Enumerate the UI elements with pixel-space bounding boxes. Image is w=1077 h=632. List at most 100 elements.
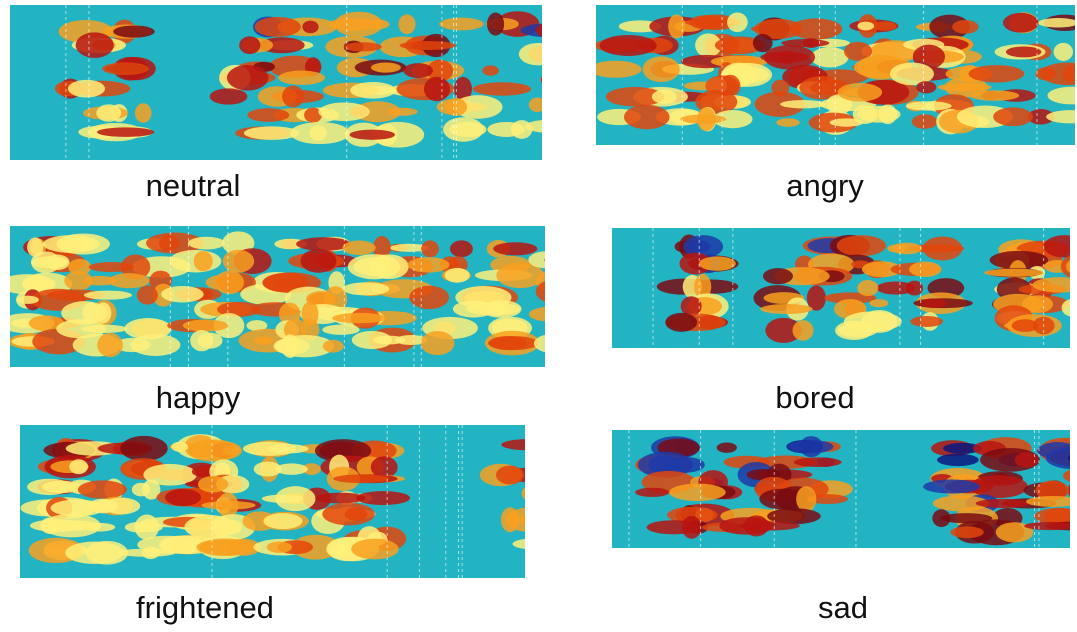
- spectrogram-blob: [190, 330, 213, 351]
- spectrogram-blob: [333, 474, 389, 483]
- spectrogram-blob: [282, 86, 304, 108]
- spectrogram-blob: [581, 238, 598, 262]
- spectrogram-blob: [529, 307, 574, 322]
- spectrogram-blob: [573, 534, 591, 554]
- spectrogram-blob: [528, 251, 565, 268]
- spectrogram-blob: [135, 103, 152, 123]
- spectrogram-blob: [778, 51, 795, 64]
- spectrogram-blob: [97, 127, 154, 137]
- spectrogram-blob: [539, 44, 584, 65]
- spectrogram-blob: [643, 56, 680, 82]
- spectrogram-blob: [97, 333, 123, 357]
- spectrogram-blob: [578, 72, 594, 87]
- spectrogram-blob: [403, 63, 433, 78]
- panel-label: frightened: [136, 590, 274, 625]
- spectrogram-blob: [680, 115, 726, 124]
- spectrogram-blob: [717, 442, 737, 452]
- spectrogram-blob: [600, 35, 657, 56]
- spectrogram-blob: [753, 34, 773, 52]
- spectrogram-blob: [740, 521, 800, 530]
- spectrogram-blob: [488, 336, 538, 350]
- spectrogram-blob: [666, 457, 705, 473]
- spectrogram-blob: [42, 481, 82, 494]
- spectrogram-blob: [563, 334, 585, 353]
- spectrogram-blob: [332, 313, 387, 323]
- spectrogram-blob: [345, 508, 368, 521]
- spectrogram-blob: [521, 485, 544, 502]
- spectrogram-blob: [69, 459, 88, 474]
- spectrogram-blob: [546, 245, 586, 253]
- spectrogram-blob: [669, 484, 726, 501]
- spectrogram-blob: [244, 126, 299, 140]
- spectrogram-blob: [857, 22, 874, 31]
- spectrogram-blob: [624, 105, 670, 129]
- spectrogram-blob: [315, 493, 365, 504]
- spectrogram-blob: [1024, 522, 1075, 530]
- spectrogram-blob: [529, 97, 546, 111]
- spectrogram-blob: [543, 304, 560, 324]
- spectrogram-blob: [954, 83, 987, 91]
- spectrogram-blob: [344, 42, 382, 51]
- panel-label: sad: [818, 590, 868, 625]
- spectrogram-blob: [215, 271, 244, 295]
- spectrogram-blob: [78, 480, 127, 498]
- spectrogram-blob: [398, 14, 415, 34]
- spectrogram-blob: [263, 513, 302, 529]
- spectrogram-blob: [525, 432, 579, 457]
- spectrogram-blob: [539, 487, 567, 499]
- spectrogram-blob: [528, 485, 586, 502]
- spectrogram-blob: [1003, 13, 1039, 33]
- spectrogram-blob: [968, 65, 1024, 82]
- spectrogram-blob: [352, 331, 392, 349]
- spectrogram-blob: [161, 286, 204, 302]
- spectrogram-blob: [84, 523, 116, 532]
- spectrogram-blob: [582, 538, 610, 549]
- spectrogram-blob: [536, 280, 572, 303]
- spectrogram-blob: [89, 262, 134, 272]
- spectrogram-blob: [793, 320, 814, 341]
- spectrogram-blob: [328, 18, 379, 31]
- spectrogram-blob: [113, 25, 155, 37]
- spectrogram-blob: [541, 72, 573, 88]
- spectrogram-blob: [350, 82, 396, 99]
- spectrogram-blob: [165, 489, 201, 506]
- spectrogram-blob: [439, 18, 484, 31]
- spectrogram-blob: [857, 280, 878, 296]
- spectrogram-blob: [906, 101, 952, 110]
- spectrogram-blob: [1054, 43, 1073, 61]
- spectrogram-blob: [551, 120, 581, 134]
- spectrogram-blob: [909, 262, 941, 277]
- spectrogram-blob: [837, 235, 886, 256]
- spectrogram-blob: [506, 508, 548, 532]
- spectrogram-blob: [776, 118, 799, 127]
- panel-label: happy: [156, 380, 241, 415]
- spectrogram-blob: [273, 338, 309, 355]
- spectrogram-blob: [923, 480, 980, 494]
- spectrogram-blob: [183, 320, 228, 332]
- spectrogram-blob: [796, 486, 816, 512]
- spectrogram-blob: [159, 235, 179, 251]
- spectrogram-blob: [647, 520, 700, 534]
- spectrogram-blob: [349, 130, 395, 140]
- spectrogram-image: [589, 5, 1077, 145]
- spectrogram-blob: [482, 300, 522, 318]
- spectrogram-blob: [544, 254, 575, 265]
- spectrogram-blob: [513, 515, 550, 524]
- spectrogram-blob: [323, 340, 344, 353]
- spectrogram-image: [612, 228, 1077, 348]
- spectrogram-blob: [223, 446, 240, 456]
- spectrogram-blob: [546, 514, 571, 525]
- spectrogram-blob: [137, 286, 158, 305]
- spectrogram-image: [20, 425, 619, 578]
- spectrogram-blob: [519, 43, 558, 65]
- spectrogram-blob: [351, 539, 398, 560]
- spectrogram-image: [0, 226, 670, 367]
- spectrogram-blob: [247, 108, 289, 122]
- spectrogram-blob: [652, 90, 677, 104]
- spectrogram-blob: [243, 442, 296, 456]
- spectrogram-blob: [552, 437, 610, 452]
- spectrogram-blob: [501, 439, 556, 450]
- spectrogram-blob: [496, 466, 524, 485]
- spectrogram-blob: [424, 77, 450, 102]
- spectrogram-blob: [387, 108, 417, 116]
